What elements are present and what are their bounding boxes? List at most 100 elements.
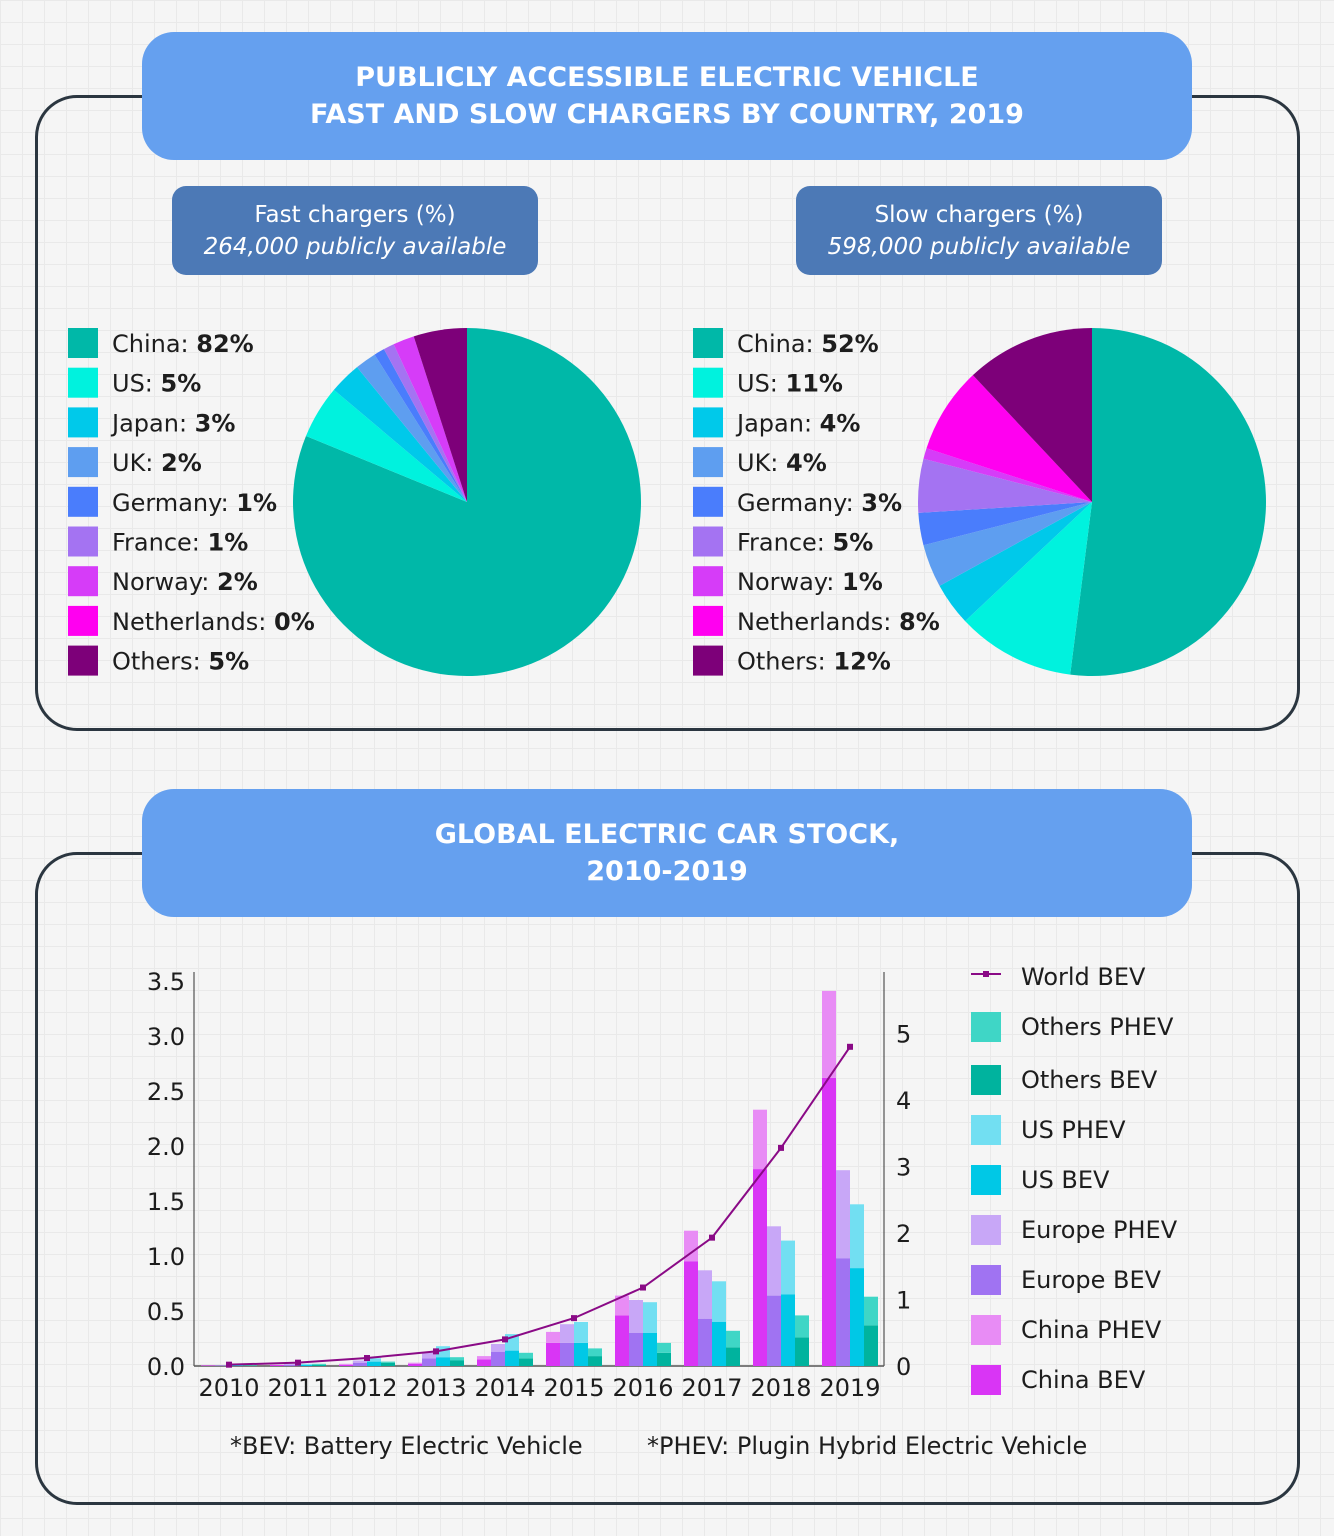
- chargers-title-banner: PUBLICLY ACCESSIBLE ELECTRIC VEHICLE FAS…: [142, 32, 1192, 160]
- legend-value: 4%: [820, 409, 861, 437]
- bar-others-bev-2012: [381, 1362, 395, 1366]
- legend-value: 5%: [208, 648, 249, 676]
- pie-slice-china: [1070, 328, 1267, 676]
- legend-country: China:: [737, 330, 821, 358]
- legend-swatch-china: [68, 328, 98, 358]
- legend-label-europe-bev: Europe BEV: [1021, 1266, 1162, 1294]
- bar-europe-bev-2012: [353, 1362, 367, 1366]
- x-tick-label: 2015: [543, 1374, 604, 1402]
- legend-label-others: Others: 5%: [112, 648, 249, 676]
- legend-value: 5%: [833, 529, 874, 557]
- legend-country: Others:: [737, 648, 833, 676]
- legend-swatch-others-phev: [971, 1012, 1001, 1042]
- bar-china-bev-2010: [201, 1365, 215, 1366]
- slow-chargers-header: Slow chargers (%) 598,000 publicly avail…: [796, 186, 1162, 275]
- bar-us-phev-2017: [712, 1281, 726, 1322]
- legend-country: Netherlands:: [112, 608, 274, 636]
- x-tick-label: 2011: [267, 1374, 328, 1402]
- pie-slice-us: [965, 502, 1092, 675]
- pie-slice-uk: [357, 354, 467, 502]
- legend-label-us-phev: US PHEV: [1021, 1116, 1126, 1144]
- legend-label-uk: UK: 4%: [737, 449, 827, 477]
- pie-slice-uk: [923, 502, 1092, 586]
- bar-europe-bev-2010: [215, 1365, 229, 1366]
- bar-europe-phev-2018: [767, 1226, 781, 1296]
- legend-value: 1%: [236, 489, 277, 517]
- world-bev-point-2016: [640, 1284, 646, 1291]
- legend-label-europe-phev: Europe PHEV: [1021, 1216, 1178, 1244]
- bar-europe-phev-2012: [353, 1360, 367, 1363]
- legend-country: Germany:: [737, 489, 861, 517]
- y-tick-label: 3.5: [147, 968, 185, 996]
- chargers-title-line2: FAST AND SLOW CHARGERS BY COUNTRY, 2019: [310, 99, 1024, 130]
- bar-china-bev-2017: [684, 1261, 698, 1366]
- pie-slice-us: [305, 389, 467, 502]
- pie-slice-japan: [333, 367, 467, 502]
- y-tick-label: 0.5: [147, 1298, 185, 1326]
- chargers-title-line1: PUBLICLY ACCESSIBLE ELECTRIC VEHICLE: [355, 62, 979, 93]
- bar-china-phev-2014: [477, 1356, 491, 1360]
- bar-others-bev-2016: [657, 1352, 671, 1366]
- legend-swatch-us-phev: [971, 1115, 1001, 1145]
- legend-label-us: US: 11%: [737, 370, 843, 398]
- y-tick-label: 2.5: [147, 1078, 185, 1106]
- world-bev-point-2012: [364, 1355, 370, 1362]
- bar-others-phev-2013: [450, 1357, 464, 1361]
- bar-europe-bev-2018: [767, 1295, 781, 1366]
- bar-europe-bev-2013: [422, 1358, 436, 1366]
- legend-label-world-bev: World BEV: [1021, 963, 1146, 991]
- bar-us-phev-2016: [643, 1302, 657, 1333]
- legend-swatch-us: [693, 367, 723, 398]
- y2-tick-label: 3: [896, 1154, 911, 1182]
- legend-swatch-france: [693, 526, 723, 557]
- legend-country: Japan:: [735, 409, 820, 437]
- slow-chargers-subheading: 598,000 publicly available: [827, 233, 1131, 260]
- legend-label-norway: Norway: 1%: [737, 568, 883, 596]
- bar-us-bev-2012: [367, 1361, 381, 1366]
- legend-country: China:: [112, 330, 196, 358]
- y-tick-label: 3.0: [147, 1023, 185, 1051]
- bar-europe-bev-2019: [836, 1258, 850, 1366]
- bar-us-bev-2018: [781, 1294, 795, 1366]
- legend-value: 52%: [821, 330, 878, 358]
- bar-europe-phev-2015: [560, 1324, 574, 1343]
- legend-label-netherlands: Netherlands: 0%: [112, 608, 315, 636]
- legend-country: Germany:: [112, 489, 236, 517]
- footnote-phev: *PHEV: Plugin Hybrid Electric Vehicle: [647, 1432, 1088, 1460]
- legend-swatch-china-phev: [971, 1315, 1001, 1345]
- bar-europe-bev-2011: [284, 1364, 298, 1366]
- bar-china-phev-2016: [615, 1295, 629, 1316]
- pie-slice-germany: [374, 349, 467, 502]
- legend-swatch-japan: [693, 407, 723, 438]
- bar-us-bev-2017: [712, 1322, 726, 1366]
- bar-china-bev-2018: [753, 1169, 767, 1366]
- legend-swatch-others-bev: [971, 1065, 1001, 1095]
- bar-europe-phev-2017: [698, 1270, 712, 1319]
- legend-swatch-europe-bev: [971, 1265, 1001, 1295]
- bar-europe-phev-2013: [422, 1352, 436, 1359]
- pie-slice-others: [972, 328, 1092, 502]
- legend-swatch-others: [693, 645, 723, 676]
- bar-china-bev-2015: [546, 1342, 560, 1366]
- legend-swatch-norway: [693, 566, 723, 597]
- legend-value: 2%: [217, 568, 258, 596]
- bar-china-bev-2011: [270, 1364, 284, 1366]
- y2-tick-label: 4: [896, 1087, 911, 1115]
- car-stock-title-line2: 2010-2019: [586, 856, 748, 887]
- legend-country: France:: [112, 529, 208, 557]
- bar-china-phev-2013: [408, 1362, 422, 1364]
- legend-country: Others:: [112, 648, 208, 676]
- legend-value: 82%: [196, 330, 253, 358]
- bar-china-phev-2017: [684, 1230, 698, 1262]
- legend-label-france: France: 5%: [737, 529, 873, 557]
- legend-country: Norway:: [112, 568, 217, 596]
- world-bev-point-2010: [226, 1361, 232, 1368]
- legend-country: UK:: [737, 449, 786, 477]
- legend-value: 5%: [161, 370, 202, 398]
- x-tick-label: 2013: [405, 1374, 466, 1402]
- x-tick-label: 2019: [819, 1374, 880, 1402]
- legend-swatch-uk: [68, 447, 98, 478]
- legend-label-us: US: 5%: [112, 370, 201, 398]
- legend-swatch-germany: [68, 486, 98, 517]
- legend-value: 2%: [161, 449, 202, 477]
